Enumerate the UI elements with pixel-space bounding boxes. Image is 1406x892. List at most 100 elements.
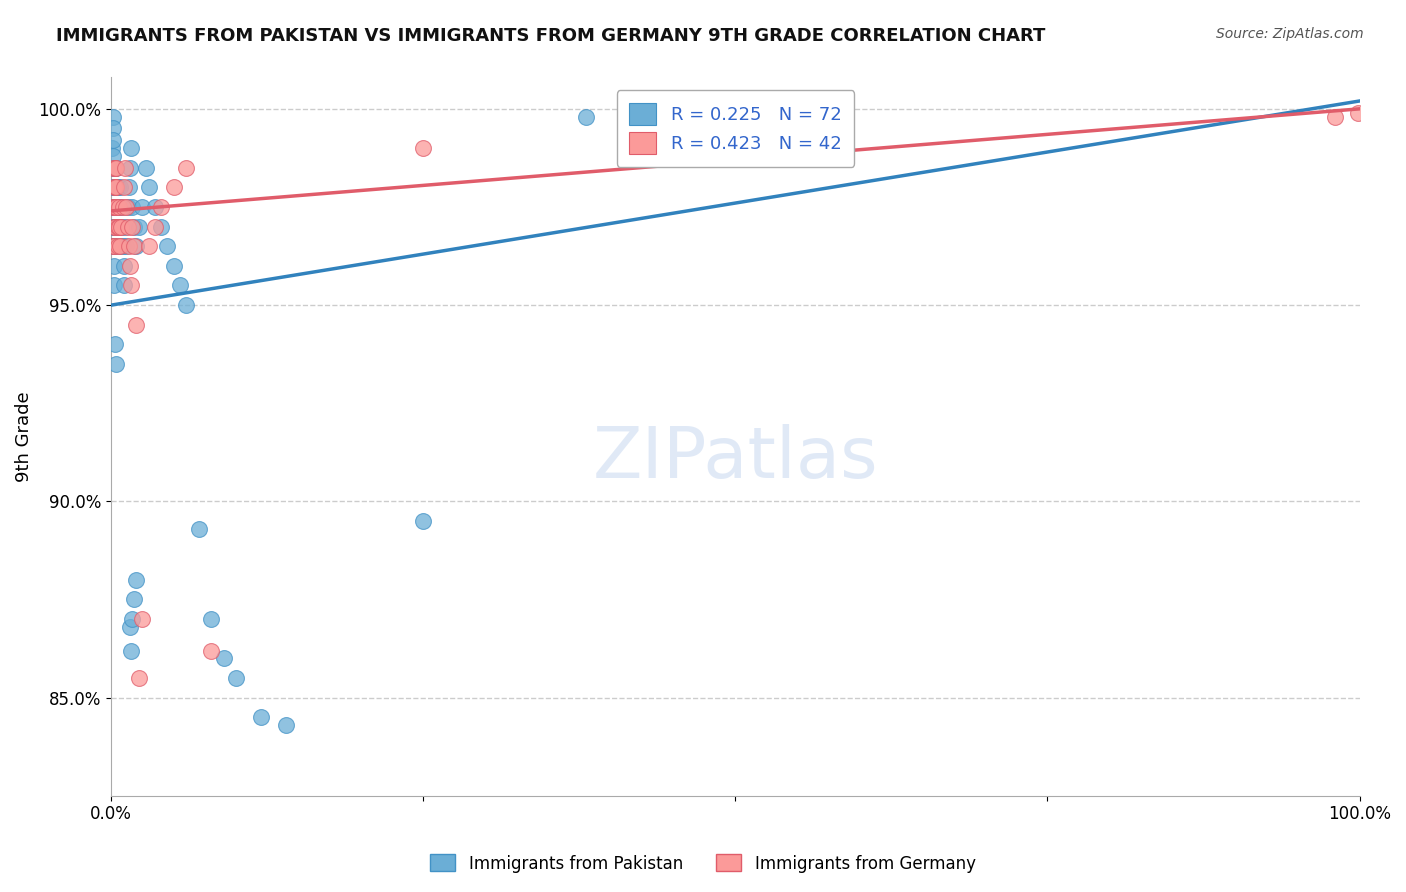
Legend: Immigrants from Pakistan, Immigrants from Germany: Immigrants from Pakistan, Immigrants fro… xyxy=(423,847,983,880)
Point xyxy=(125,573,148,587)
Point xyxy=(118,620,141,634)
Point xyxy=(187,522,209,536)
Point xyxy=(104,337,127,351)
Point xyxy=(118,180,141,194)
Point xyxy=(103,161,125,175)
Point xyxy=(274,718,297,732)
Point xyxy=(105,200,128,214)
Point xyxy=(104,180,127,194)
Point xyxy=(104,219,127,234)
Point xyxy=(128,671,150,685)
Text: IMMIGRANTS FROM PAKISTAN VS IMMIGRANTS FROM GERMANY 9TH GRADE CORRELATION CHART: IMMIGRANTS FROM PAKISTAN VS IMMIGRANTS F… xyxy=(56,27,1046,45)
Y-axis label: 9th Grade: 9th Grade xyxy=(15,392,32,482)
Point xyxy=(117,200,139,214)
Point xyxy=(107,200,129,214)
Point xyxy=(103,200,125,214)
Point xyxy=(120,278,142,293)
Point xyxy=(105,161,128,175)
Point xyxy=(104,180,127,194)
Point xyxy=(120,643,142,657)
Point xyxy=(143,200,166,214)
Point xyxy=(150,219,173,234)
Point xyxy=(110,200,132,214)
Point xyxy=(112,259,135,273)
Point xyxy=(122,239,145,253)
Point xyxy=(101,239,124,253)
Point xyxy=(112,278,135,293)
Point xyxy=(105,200,128,214)
Point xyxy=(150,200,173,214)
Point xyxy=(110,219,132,234)
Point xyxy=(125,318,148,332)
Point xyxy=(103,278,125,293)
Point xyxy=(107,200,129,214)
Point xyxy=(103,219,125,234)
Point xyxy=(104,161,127,175)
Point xyxy=(118,239,141,253)
Point xyxy=(122,592,145,607)
Point xyxy=(200,612,222,626)
Point xyxy=(121,612,143,626)
Point xyxy=(121,219,143,234)
Point xyxy=(105,161,128,175)
Point xyxy=(101,133,124,147)
Point xyxy=(103,239,125,253)
Point xyxy=(107,219,129,234)
Point xyxy=(112,180,135,194)
Point xyxy=(174,161,197,175)
Point xyxy=(575,110,598,124)
Point xyxy=(174,298,197,312)
Point xyxy=(114,219,136,234)
Point xyxy=(115,200,138,214)
Text: Source: ZipAtlas.com: Source: ZipAtlas.com xyxy=(1216,27,1364,41)
Legend: R = 0.225   N = 72, R = 0.423   N = 42: R = 0.225 N = 72, R = 0.423 N = 42 xyxy=(617,90,855,167)
Point xyxy=(107,180,129,194)
Point xyxy=(111,239,134,253)
Point xyxy=(101,110,124,124)
Point xyxy=(118,161,141,175)
Point xyxy=(143,219,166,234)
Point xyxy=(108,239,131,253)
Point xyxy=(101,219,124,234)
Point xyxy=(103,200,125,214)
Point xyxy=(103,259,125,273)
Point xyxy=(225,671,247,685)
Point xyxy=(138,180,160,194)
Point xyxy=(412,141,434,155)
Point xyxy=(121,200,143,214)
Point xyxy=(103,219,125,234)
Point xyxy=(101,161,124,175)
Point xyxy=(101,161,124,175)
Point xyxy=(107,219,129,234)
Point xyxy=(104,239,127,253)
Point xyxy=(101,121,124,136)
Point xyxy=(412,514,434,528)
Point xyxy=(107,219,129,234)
Point xyxy=(115,239,138,253)
Point xyxy=(200,643,222,657)
Point xyxy=(169,278,191,293)
Point xyxy=(163,180,186,194)
Point xyxy=(104,200,127,214)
Point xyxy=(107,200,129,214)
Point xyxy=(1323,110,1346,124)
Point xyxy=(105,180,128,194)
Text: ZIPatlas: ZIPatlas xyxy=(592,424,879,492)
Point xyxy=(163,259,186,273)
Point xyxy=(104,219,127,234)
Point xyxy=(110,219,132,234)
Point xyxy=(118,259,141,273)
Point xyxy=(111,200,134,214)
Point xyxy=(107,239,129,253)
Point xyxy=(250,710,273,724)
Point xyxy=(117,219,139,234)
Point xyxy=(101,141,124,155)
Point xyxy=(1347,105,1369,120)
Point xyxy=(101,239,124,253)
Point xyxy=(108,239,131,253)
Point xyxy=(101,149,124,163)
Point xyxy=(105,357,128,371)
Point xyxy=(135,161,157,175)
Point xyxy=(125,239,148,253)
Point xyxy=(114,161,136,175)
